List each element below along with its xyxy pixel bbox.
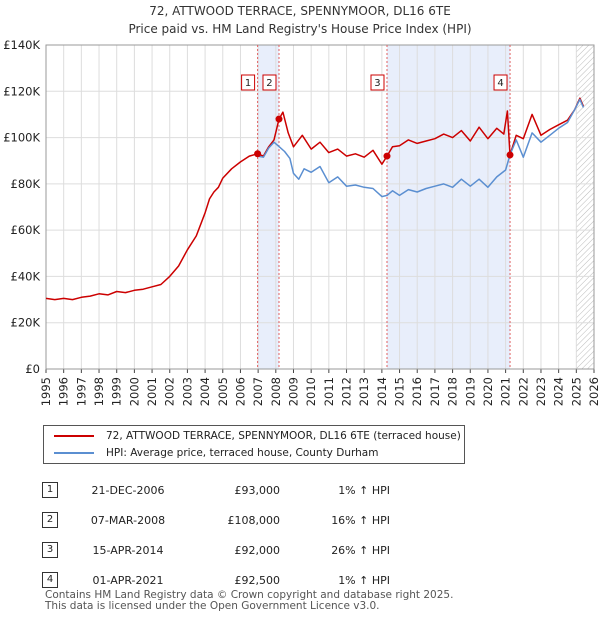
x-tick-label: 2014 (375, 377, 389, 406)
x-tick-label: 2016 (410, 377, 424, 406)
x-tick-label: 2019 (463, 377, 477, 406)
transaction-hpi: 16% ↑ HPI (331, 513, 390, 527)
x-tick-label: 2008 (269, 377, 283, 406)
y-tick-label: £80K (11, 177, 41, 191)
table-row: 1 21-DEC-2006 £93,000 1% ↑ HPI (40, 475, 390, 505)
table-row: 2 07-MAR-2008 £108,000 16% ↑ HPI (40, 505, 390, 535)
transaction-price: £92,500 (234, 573, 281, 587)
x-tick-label: 2001 (145, 377, 159, 406)
table-row: 3 15-APR-2014 £92,000 26% ↑ HPI (40, 535, 390, 565)
x-tick-label: 1996 (57, 377, 71, 406)
transaction-point (254, 150, 262, 158)
x-tick-label: 1995 (39, 377, 53, 406)
x-tick-label: 1999 (110, 377, 124, 406)
x-tick-label: 2017 (428, 377, 442, 406)
x-tick-label: 2006 (233, 377, 247, 406)
transaction-label: 4 (497, 78, 503, 89)
legend: 72, ATTWOOD TERRACE, SPENNYMOOR, DL16 6T… (43, 425, 465, 464)
x-tick-label: 2020 (481, 377, 495, 406)
transaction-label: 1 (245, 78, 251, 89)
x-tick-label: 1998 (92, 377, 106, 406)
x-tick-label: 2007 (251, 377, 265, 406)
x-tick-label: 2025 (569, 377, 583, 406)
y-tick-label: £40K (11, 269, 41, 283)
x-tick-label: 2000 (127, 377, 141, 406)
transaction-date: 15-APR-2014 (92, 543, 164, 557)
x-tick-label: 2023 (534, 377, 548, 406)
x-tick-label: 2009 (286, 377, 300, 406)
x-tick-label: 2012 (340, 377, 354, 406)
x-tick-label: 2005 (216, 377, 230, 406)
x-tick-label: 1997 (74, 377, 88, 406)
x-tick-label: 2011 (322, 377, 336, 406)
ownership-shade (386, 45, 511, 369)
x-tick-label: 2021 (499, 377, 513, 406)
y-tick-label: £20K (11, 316, 41, 330)
transaction-number: 1 (42, 482, 58, 498)
transaction-point (275, 115, 283, 123)
x-tick-label: 2003 (180, 377, 194, 406)
x-tick-label: 2018 (446, 377, 460, 406)
legend-item-hpi: HPI: Average price, terraced house, Coun… (54, 446, 378, 460)
y-tick-label: £140K (3, 38, 40, 52)
transaction-number: 2 (42, 512, 58, 528)
transaction-point (383, 152, 391, 160)
transaction-date: 01-APR-2021 (92, 573, 164, 587)
legend-property-label: 72, ATTWOOD TERRACE, SPENNYMOOR, DL16 6T… (106, 430, 461, 442)
transactions-table: 1 21-DEC-2006 £93,000 1% ↑ HPI 2 07-MAR-… (40, 475, 390, 595)
y-tick-label: £0 (25, 362, 40, 376)
table-row: 4 01-APR-2021 £92,500 1% ↑ HPI (40, 565, 390, 595)
chart-title: 72, ATTWOOD TERRACE, SPENNYMOOR, DL16 6T… (149, 4, 451, 18)
y-tick-label: £120K (3, 84, 40, 98)
x-tick-label: 2015 (393, 377, 407, 406)
transaction-hpi: 1% ↑ HPI (338, 483, 390, 497)
future-hatch (576, 45, 594, 369)
x-tick-label: 2013 (357, 377, 371, 406)
x-tick-label: 2002 (163, 377, 177, 406)
y-tick-label: £100K (3, 131, 40, 145)
x-tick-label: 2010 (304, 377, 318, 406)
transaction-label-box (493, 74, 508, 91)
series-line-hpi (257, 98, 585, 198)
y-tick-label: £60K (11, 223, 41, 237)
transaction-number: 3 (42, 542, 58, 558)
price-chart: £0 £20K £40K £60K £80K £100K £120K £140K 1995 199… (3, 38, 600, 406)
x-tick-label: 2026 (587, 377, 600, 406)
legend-line-blue (54, 452, 94, 454)
series-line-property (45, 97, 585, 301)
chart-subtitle: Price paid vs. HM Land Registry's House … (128, 22, 472, 36)
footer-copyright: Contains HM Land Registry data © Crown c… (45, 589, 454, 601)
transaction-number: 4 (42, 572, 58, 588)
ownership-shade (257, 45, 279, 369)
legend-hpi-label: HPI: Average price, terraced house, Coun… (106, 447, 379, 459)
footer: Contains HM Land Registry data © Crown c… (45, 590, 453, 612)
footer-licence: This data is licensed under the Open Gov… (45, 600, 380, 612)
transaction-label: 2 (266, 78, 272, 89)
transaction-hpi: 26% ↑ HPI (331, 543, 390, 557)
transaction-date: 07-MAR-2008 (90, 513, 166, 527)
transaction-price: £92,000 (234, 543, 281, 557)
legend-item-property: 72, ATTWOOD TERRACE, SPENNYMOOR, DL16 6T… (54, 429, 461, 443)
legend-line-red (54, 435, 94, 437)
plot-frame (45, 44, 595, 370)
transaction-label-box (262, 74, 277, 91)
transaction-hpi: 1% ↑ HPI (338, 573, 390, 587)
transaction-label-box (241, 74, 256, 91)
transaction-label: 3 (374, 78, 380, 89)
transaction-point (506, 151, 514, 159)
x-tick-label: 2024 (552, 377, 566, 406)
x-tick-label: 2004 (198, 377, 212, 406)
transaction-price: £93,000 (234, 483, 281, 497)
x-tick-label: 2022 (516, 377, 530, 406)
transaction-date: 21-DEC-2006 (91, 483, 165, 497)
transaction-label-box (370, 74, 385, 91)
transaction-price: £108,000 (227, 513, 281, 527)
